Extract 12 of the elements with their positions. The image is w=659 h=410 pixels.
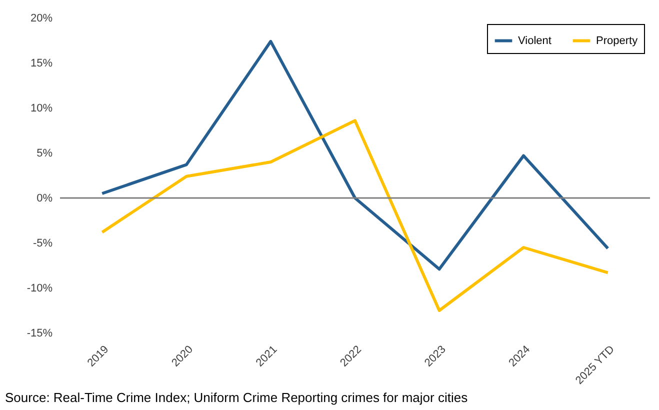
source-note: Source: Real-Time Crime Index; Uniform Crime Reporting crimes for major cities bbox=[5, 390, 468, 405]
line-series bbox=[100, 119, 610, 312]
y-tick-label: -15% bbox=[26, 328, 53, 340]
legend-label: Property bbox=[596, 34, 638, 47]
y-tick-label: -10% bbox=[26, 282, 53, 294]
y-tick-label: 20% bbox=[30, 12, 53, 24]
y-tick-label: 5% bbox=[36, 148, 53, 160]
y-tick-label: 15% bbox=[30, 58, 53, 70]
y-tick-label: 0% bbox=[36, 192, 53, 204]
legend-label: Violent bbox=[518, 34, 552, 47]
y-tick-label: -5% bbox=[32, 238, 53, 250]
y-tick-label: 10% bbox=[30, 102, 53, 114]
